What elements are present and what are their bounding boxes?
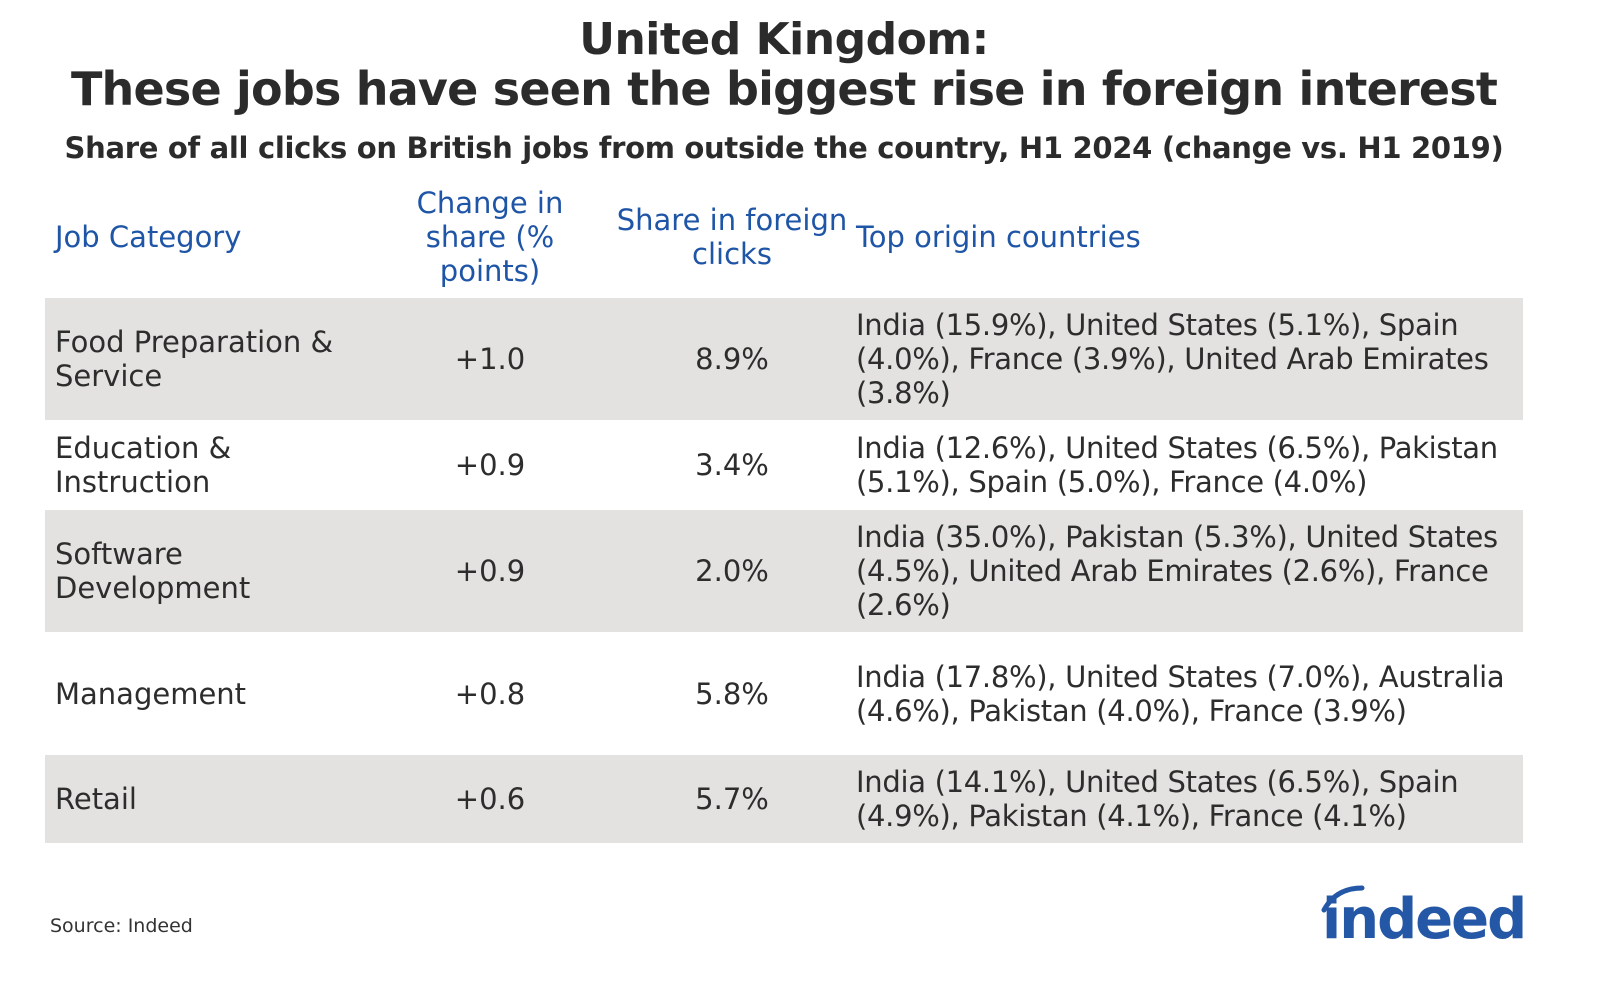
change-cell: +0.6 bbox=[454, 782, 526, 816]
share-cell: 5.7% bbox=[695, 782, 769, 816]
job-category-cell: Management bbox=[55, 676, 247, 711]
svg-text:indeed: indeed bbox=[1322, 887, 1525, 950]
change-cell: +0.9 bbox=[454, 554, 526, 588]
job-category-cell: Education & Instruction bbox=[55, 431, 232, 499]
change-cell: +0.8 bbox=[454, 676, 526, 711]
share-cell: 8.9% bbox=[695, 342, 769, 376]
source-note: Source: Indeed bbox=[50, 915, 193, 937]
table-row: Retail +0.6 5.7% India (14.1%), United S… bbox=[45, 755, 1523, 843]
origins-cell: India (12.6%), United States (6.5%), Pak… bbox=[856, 431, 1498, 499]
header-job-category: Job Category bbox=[55, 220, 242, 254]
job-category-cell: Food Preparation & Service bbox=[55, 325, 334, 393]
job-category-cell: Software Development bbox=[55, 537, 251, 605]
origins-cell: India (14.1%), United States (6.5%), Spa… bbox=[856, 765, 1459, 833]
share-cell: 2.0% bbox=[695, 554, 769, 588]
share-cell: 5.8% bbox=[695, 676, 769, 711]
header-share-foreign-clicks: Share in foreign clicks bbox=[616, 203, 848, 271]
table-row: Education & Instruction +0.9 3.4% India … bbox=[45, 420, 1523, 510]
title-line-1: United Kingdom: bbox=[579, 14, 989, 65]
share-cell: 3.4% bbox=[695, 448, 769, 482]
change-cell: +1.0 bbox=[454, 342, 526, 376]
data-table: Food Preparation & Service +1.0 8.9% Ind… bbox=[45, 298, 1523, 843]
table-row: Food Preparation & Service +1.0 8.9% Ind… bbox=[45, 298, 1523, 420]
title-line-2: These jobs have seen the biggest rise in… bbox=[70, 62, 1498, 116]
origins-cell: India (35.0%), Pakistan (5.3%), United S… bbox=[856, 520, 1498, 622]
header-change-in-share: Change in share (% points) bbox=[416, 186, 564, 288]
origins-cell: India (17.8%), United States (7.0%), Aus… bbox=[856, 659, 1505, 728]
table-row: Management +0.8 5.8% India (17.8%), Unit… bbox=[45, 632, 1523, 755]
indeed-logo-icon: indeed bbox=[1321, 885, 1527, 952]
table-row: Software Development +0.9 2.0% India (35… bbox=[45, 510, 1523, 632]
origins-cell: India (15.9%), United States (5.1%), Spa… bbox=[856, 308, 1489, 410]
indeed-logo: indeed bbox=[1318, 880, 1528, 954]
header-top-origin-countries: Top origin countries bbox=[856, 220, 1141, 254]
job-category-cell: Retail bbox=[55, 782, 137, 816]
subtitle: Share of all clicks on British jobs from… bbox=[64, 131, 1504, 165]
change-cell: +0.9 bbox=[454, 448, 526, 482]
